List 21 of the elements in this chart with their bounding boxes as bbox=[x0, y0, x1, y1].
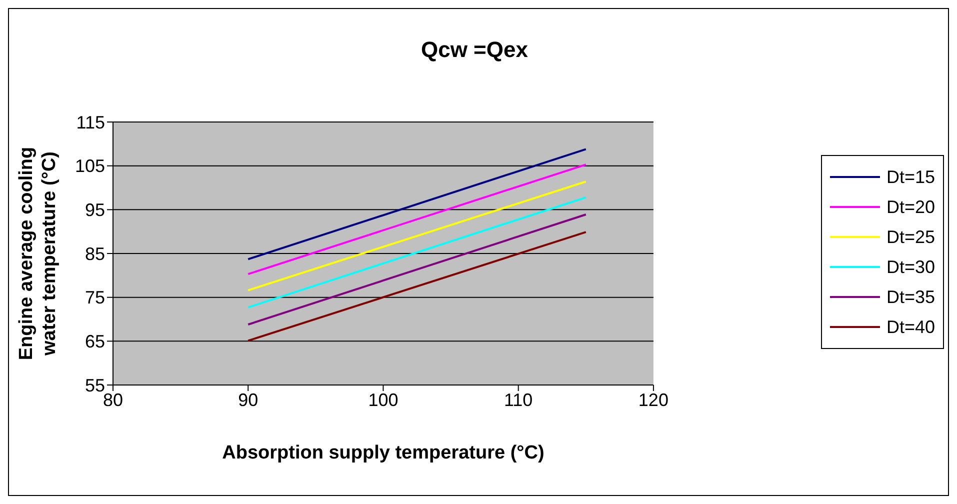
legend-label: Dt=15 bbox=[886, 166, 935, 188]
legend-label: Dt=35 bbox=[886, 286, 935, 308]
y-axis-title: Engine average cooling water temperature (°C) bbox=[16, 146, 60, 360]
y-tick-label: 95 bbox=[84, 200, 105, 220]
y-tick-label: 65 bbox=[84, 332, 105, 352]
x-tick-label: 90 bbox=[238, 390, 258, 410]
x-tick-label: 120 bbox=[638, 390, 668, 410]
legend-label: Dt=40 bbox=[886, 316, 935, 338]
y-tick-label: 105 bbox=[74, 156, 105, 176]
x-tick-label: 80 bbox=[102, 390, 124, 410]
legend-label: Dt=30 bbox=[886, 256, 935, 278]
y-tick-label: 115 bbox=[76, 112, 105, 132]
legend-label: Dt=25 bbox=[886, 226, 935, 248]
chart-title: Qcw =Qex bbox=[420, 37, 529, 63]
x-tick-label: 100 bbox=[368, 390, 398, 410]
y-tick-label: 75 bbox=[84, 288, 105, 308]
legend-label: Dt=20 bbox=[886, 196, 935, 218]
y-tick-label: 55 bbox=[84, 375, 105, 396]
y-tick-label: 85 bbox=[84, 244, 105, 264]
x-axis-title: Absorption supply temperature (°C) bbox=[222, 442, 544, 464]
x-tick-label: 110 bbox=[504, 390, 533, 410]
